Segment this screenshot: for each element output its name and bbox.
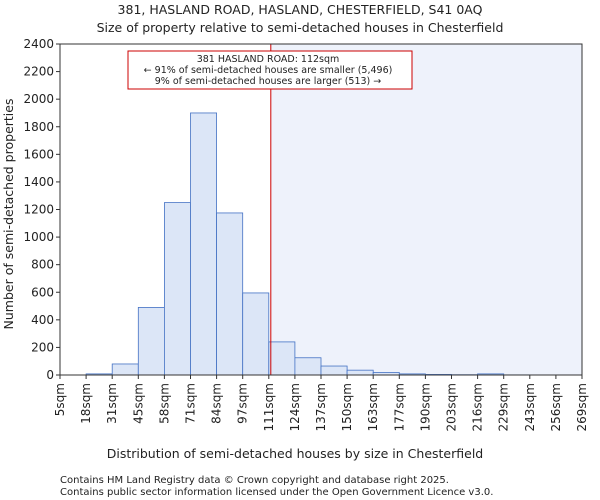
x-tick-label: 137sqm (314, 383, 328, 431)
bar-58sqm (163, 202, 191, 376)
x-tick-label: 111sqm (262, 383, 276, 431)
x-tick-label: 177sqm (392, 383, 406, 431)
x-tick-label: 243sqm (523, 383, 537, 431)
bar-45sqm (137, 307, 165, 376)
bar-84sqm (216, 212, 244, 376)
x-tick-label: 45sqm (131, 383, 145, 424)
x-tick-label: 5sqm (53, 383, 67, 416)
y-tick-label: 2400 (23, 37, 54, 51)
bar-97sqm (242, 292, 270, 376)
x-tick-label: 150sqm (340, 383, 354, 431)
x-tick-label: 84sqm (210, 383, 224, 424)
x-tick-label: 256sqm (549, 383, 563, 431)
annotation-box: 381 HASLAND ROAD: 112sqm ← 91% of semi-d… (127, 50, 413, 90)
y-tick-label: 1800 (23, 120, 54, 134)
y-axis: 0 200 400 600 800 1000 1200 1400 1600 1800 2000 220… (23, 37, 60, 382)
x-tick-label: 216sqm (471, 383, 485, 431)
marker-shade (270, 44, 582, 375)
y-tick-label: 2000 (23, 92, 54, 106)
y-tick-label: 1000 (23, 230, 54, 244)
x-tick-label: 71sqm (184, 383, 198, 424)
y-tick-label: 1400 (23, 175, 54, 189)
bar-111sqm (268, 341, 296, 376)
annotation-line-3: 9% of semi-detached houses are larger (5… (155, 76, 382, 87)
y-tick-label: 2200 (23, 65, 54, 79)
x-tick-label: 97sqm (236, 383, 250, 424)
chart-subtitle: Size of property relative to semi-detach… (97, 20, 504, 35)
footer-line-2: Contains public sector information licen… (60, 487, 493, 498)
x-tick-label: 203sqm (445, 383, 459, 431)
x-tick-label: 190sqm (418, 383, 432, 431)
bar-137sqm (320, 365, 348, 376)
x-tick-label: 269sqm (575, 383, 589, 431)
annotation-line-2: ← 91% of semi-detached houses are smalle… (144, 65, 393, 76)
footer-line-1: Contains HM Land Registry data © Crown c… (60, 475, 449, 486)
bars-group (85, 112, 531, 376)
bar-150sqm (346, 369, 374, 376)
plot-frame (59, 43, 583, 376)
x-tick-label: 163sqm (366, 383, 380, 431)
y-tick-label: 400 (31, 313, 54, 327)
x-tick-label: 124sqm (288, 383, 302, 431)
x-tick-label: 18sqm (79, 383, 93, 424)
bar-124sqm (294, 357, 322, 376)
y-axis-label: Number of semi-detached properties (1, 99, 16, 330)
y-tick-label: 800 (31, 258, 54, 272)
y-tick-label: 1200 (23, 203, 54, 217)
y-tick-label: 1600 (23, 147, 54, 161)
annotation-line-1: 381 HASLAND ROAD: 112sqm (197, 54, 340, 65)
chart-title: 381, HASLAND ROAD, HASLAND, CHESTERFIELD… (118, 2, 483, 17)
x-tick-label: 58sqm (157, 383, 171, 424)
x-tick-label: 229sqm (497, 383, 511, 431)
bar-31sqm (111, 363, 139, 376)
y-tick-label: 600 (31, 285, 54, 299)
y-tick-label: 0 (46, 368, 54, 382)
x-axis: 5sqm 18sqm 31sqm 45sqm 58sqm 71sqm 84sqm 97sqm 1… (53, 375, 589, 431)
bar-71sqm (190, 112, 218, 376)
y-tick-label: 200 (31, 340, 54, 354)
x-tick-label: 31sqm (105, 383, 119, 424)
x-axis-label: Distribution of semi-detached houses by … (107, 446, 483, 461)
